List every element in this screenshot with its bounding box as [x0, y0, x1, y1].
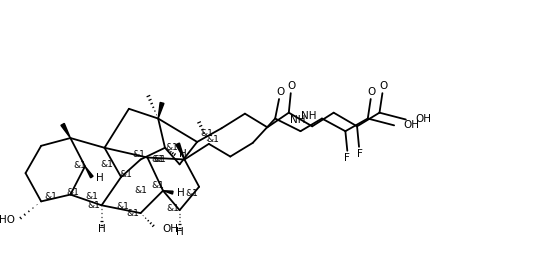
Text: &1: &1 [87, 201, 100, 210]
Polygon shape [163, 191, 173, 194]
Text: &1: &1 [85, 192, 98, 201]
Text: &1: &1 [154, 155, 166, 164]
Text: O: O [287, 81, 296, 91]
Text: NH: NH [301, 111, 316, 121]
Text: &1: &1 [152, 181, 165, 190]
Text: &1: &1 [117, 202, 129, 211]
Polygon shape [176, 143, 184, 160]
Text: OH: OH [416, 115, 432, 125]
Text: OH: OH [162, 224, 178, 234]
Text: &1: &1 [186, 189, 199, 198]
Text: &1: &1 [132, 150, 145, 159]
Text: &1: &1 [134, 186, 147, 195]
Text: &1: &1 [206, 135, 219, 145]
Text: H: H [179, 149, 186, 159]
Polygon shape [158, 103, 164, 118]
Text: &1: &1 [127, 208, 139, 218]
Text: F: F [344, 153, 350, 163]
Text: F: F [357, 149, 363, 159]
Text: &1: &1 [152, 155, 165, 164]
Text: H: H [176, 227, 184, 237]
Text: H: H [176, 188, 184, 198]
Text: &1: &1 [165, 143, 178, 152]
Text: HO: HO [0, 215, 15, 225]
Text: &1: &1 [44, 192, 57, 201]
Text: &1: &1 [119, 170, 133, 178]
Polygon shape [61, 123, 70, 138]
Text: H: H [98, 224, 105, 234]
Text: NH: NH [290, 115, 305, 125]
Text: &1: &1 [100, 160, 113, 169]
Polygon shape [85, 166, 93, 178]
Text: &1: &1 [74, 161, 87, 170]
Text: &1: &1 [166, 204, 179, 213]
Text: &1: &1 [200, 129, 213, 138]
Text: O: O [379, 81, 387, 91]
Text: H: H [96, 173, 103, 183]
Text: O: O [276, 87, 284, 97]
Text: O: O [367, 87, 376, 97]
Text: &1: &1 [66, 188, 79, 197]
Text: OH: OH [404, 120, 420, 130]
